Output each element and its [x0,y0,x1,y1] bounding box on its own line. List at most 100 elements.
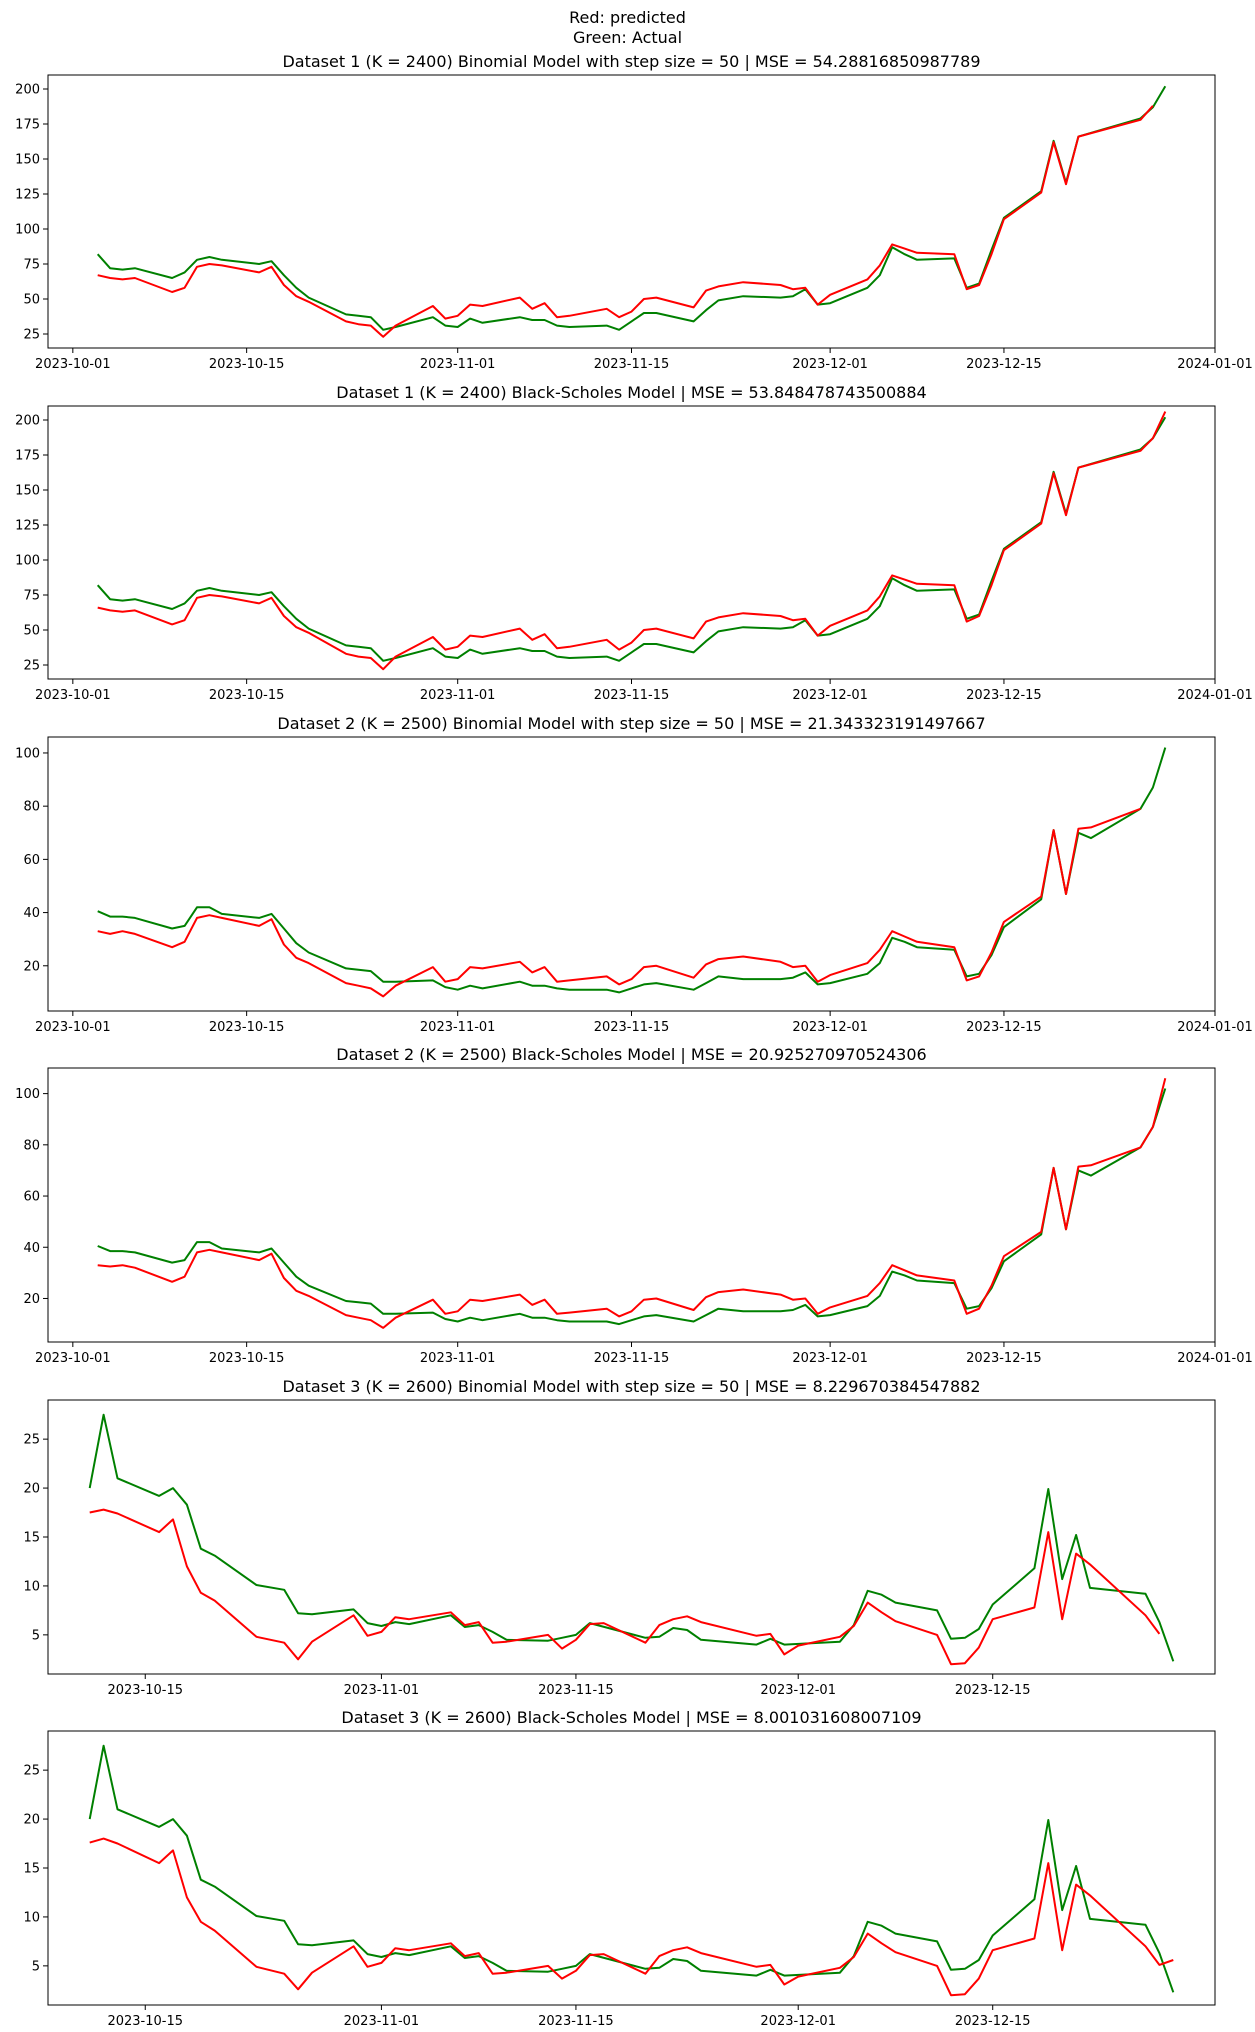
chart-panel-6: Dataset 3 (K = 2600) Black-Scholes Model… [23,1708,1216,2029]
x-tick-label: 2024-01-01 [1177,1351,1253,1366]
y-tick-label: 150 [15,484,40,499]
y-tick-label: 60 [23,1190,40,1205]
chart-panel-2: Dataset 1 (K = 2400) Black-Scholes Model… [15,383,1253,703]
y-tick-label: 60 [23,853,40,868]
y-tick-label: 200 [15,83,40,98]
x-tick-label: 2023-12-15 [955,2014,1031,2029]
series-line-predicted [97,105,1154,338]
x-tick-label: 2023-11-01 [344,1683,420,1698]
y-tick-label: 15 [23,1862,40,1877]
x-tick-label: 2023-11-01 [420,1020,496,1035]
y-tick-label: 20 [23,959,40,974]
chart-panel-4: Dataset 2 (K = 2500) Black-Scholes Model… [15,1045,1253,1366]
series-line-predicted [89,1837,1174,1997]
x-tick-label: 2023-10-15 [209,357,285,372]
x-tick-label: 2023-11-01 [420,688,496,703]
y-tick-label: 125 [15,188,40,203]
y-tick-label: 40 [23,1241,40,1256]
y-tick-label: 200 [15,414,40,429]
x-tick-label: 2023-12-01 [792,688,868,703]
x-tick-label: 2023-10-01 [35,1020,111,1035]
x-tick-label: 2023-11-01 [420,357,496,372]
chart-panel-1: Dataset 1 (K = 2400) Binomial Model with… [15,52,1253,372]
y-tick-label: 75 [23,589,40,604]
x-tick-label: 2023-12-01 [760,1683,836,1698]
y-tick-label: 100 [15,223,40,238]
chart-title: Dataset 1 (K = 2400) Binomial Model with… [282,52,980,71]
x-tick-label: 2023-12-01 [792,1351,868,1366]
y-tick-label: 175 [15,449,40,464]
x-tick-label: 2023-10-15 [107,2014,183,2029]
x-tick-label: 2023-11-15 [538,2014,614,2029]
y-tick-label: 25 [23,659,40,674]
chart-title: Dataset 1 (K = 2400) Black-Scholes Model… [336,383,926,402]
y-tick-label: 20 [23,1292,40,1307]
x-tick-label: 2023-10-01 [35,688,111,703]
figure-suptitle-line-1: Red: predicted [569,8,686,27]
y-tick-label: 150 [15,153,40,168]
x-tick-label: 2023-12-01 [792,357,868,372]
series-line-actual [97,747,1167,994]
x-tick-label: 2023-12-15 [966,1020,1042,1035]
figure-suptitle-line-2: Green: Actual [572,28,683,47]
x-tick-label: 2024-01-01 [1177,1020,1253,1035]
series-line-actual [88,1744,1175,1993]
x-tick-label: 2024-01-01 [1177,688,1253,703]
x-tick-label: 2023-10-15 [209,688,285,703]
series-line-predicted [97,411,1167,671]
axes-frame [47,405,1216,680]
y-tick-label: 100 [15,1087,40,1102]
y-tick-label: 50 [23,293,40,308]
x-tick-label: 2023-11-01 [420,1351,496,1366]
x-tick-label: 2023-10-01 [35,1351,111,1366]
y-tick-label: 100 [15,746,40,761]
series-line-actual [96,85,1167,331]
y-tick-label: 10 [23,1579,40,1594]
series-line-predicted [89,1508,1161,1666]
y-tick-label: 50 [23,624,40,639]
y-tick-label: 20 [23,1813,40,1828]
series-line-actual [97,1088,1167,1326]
x-tick-label: 2023-10-01 [35,357,111,372]
y-tick-label: 25 [23,328,40,343]
series-line-predicted [97,1077,1167,1329]
y-tick-label: 80 [23,1138,40,1153]
y-tick-label: 5 [32,1959,40,1974]
y-tick-label: 100 [15,554,40,569]
chart-title: Dataset 3 (K = 2600) Black-Scholes Model… [341,1708,921,1727]
y-tick-label: 10 [23,1910,40,1925]
series-line-actual [88,1413,1175,1662]
series-line-predicted [97,807,1141,998]
y-tick-label: 15 [23,1531,40,1546]
x-tick-label: 2023-10-15 [107,1683,183,1698]
x-tick-label: 2023-12-15 [966,357,1042,372]
chart-title: Dataset 2 (K = 2500) Binomial Model with… [277,714,985,733]
chart-title: Dataset 2 (K = 2500) Black-Scholes Model… [336,1045,926,1064]
y-tick-label: 40 [23,906,40,921]
axes-frame [47,74,1216,349]
x-tick-label: 2023-12-15 [966,688,1042,703]
chart-title: Dataset 3 (K = 2600) Binomial Model with… [282,1377,980,1396]
y-tick-label: 25 [23,1764,40,1779]
y-tick-label: 25 [23,1433,40,1448]
y-tick-label: 175 [15,118,40,133]
x-tick-label: 2023-12-01 [792,1020,868,1035]
y-tick-label: 125 [15,519,40,534]
chart-panel-3: Dataset 2 (K = 2500) Binomial Model with… [15,714,1253,1035]
x-tick-label: 2024-01-01 [1177,357,1253,372]
x-tick-label: 2023-11-15 [594,357,670,372]
x-tick-label: 2023-11-15 [594,1020,670,1035]
x-tick-label: 2023-11-15 [594,688,670,703]
x-tick-label: 2023-12-15 [955,1683,1031,1698]
x-tick-label: 2023-11-15 [594,1351,670,1366]
x-tick-label: 2023-10-15 [209,1020,285,1035]
x-tick-label: 2023-11-01 [344,2014,420,2029]
y-tick-label: 75 [23,258,40,273]
y-tick-label: 80 [23,800,40,815]
axes-frame [47,1067,1216,1343]
series-line-actual [96,416,1167,662]
x-tick-label: 2023-12-01 [760,2014,836,2029]
y-tick-label: 20 [23,1482,40,1497]
x-tick-label: 2023-10-15 [209,1351,285,1366]
